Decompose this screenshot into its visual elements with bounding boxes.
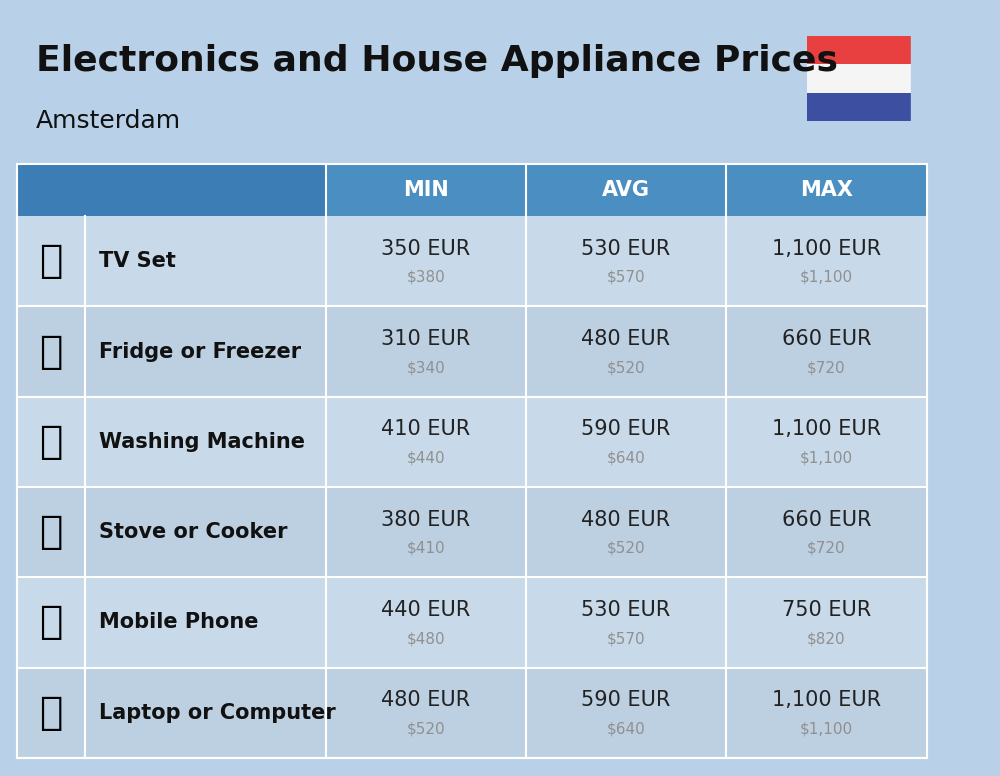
Text: 🍳: 🍳 [39,513,63,551]
Text: 🧹: 🧹 [39,423,63,461]
Text: 660 EUR: 660 EUR [782,329,871,349]
Text: Electronics and House Appliance Prices: Electronics and House Appliance Prices [36,44,838,78]
Bar [807,92,911,121]
Text: 480 EUR: 480 EUR [581,510,671,529]
Bar [807,36,911,64]
Text: $1,100: $1,100 [800,451,853,466]
Text: $570: $570 [607,631,645,646]
Text: Stove or Cooker: Stove or Cooker [99,522,288,542]
Bar [807,64,911,92]
Text: AVG: AVG [602,180,650,200]
Text: $570: $570 [607,270,645,285]
Bar [17,164,326,216]
Bar [17,667,927,758]
Bar [726,164,927,216]
Text: 530 EUR: 530 EUR [581,238,671,258]
Bar [17,397,927,487]
Text: $520: $520 [406,722,445,736]
Text: $520: $520 [607,541,645,556]
Text: $820: $820 [807,631,846,646]
Text: 1,100 EUR: 1,100 EUR [772,690,881,710]
Text: 660 EUR: 660 EUR [782,510,871,529]
Bar [17,164,326,216]
Text: $480: $480 [406,631,445,646]
Text: $720: $720 [807,360,846,376]
Text: MAX: MAX [800,180,853,200]
Bar [17,487,927,577]
Bar [17,577,927,667]
Text: 380 EUR: 380 EUR [381,510,470,529]
Text: 📺: 📺 [39,242,63,280]
Text: 🧀: 🧀 [39,332,63,370]
Text: 750 EUR: 750 EUR [782,600,871,620]
Text: $640: $640 [607,451,645,466]
Text: $520: $520 [607,360,645,376]
Text: 530 EUR: 530 EUR [581,600,671,620]
Text: 410 EUR: 410 EUR [381,419,470,439]
Bar [17,307,927,397]
Bar [17,216,927,307]
Text: $440: $440 [406,451,445,466]
Text: Mobile Phone: Mobile Phone [99,612,259,632]
Text: TV Set: TV Set [99,251,176,271]
Text: $410: $410 [406,541,445,556]
Text: 480 EUR: 480 EUR [381,690,470,710]
Text: Laptop or Computer: Laptop or Computer [99,703,336,722]
Text: 310 EUR: 310 EUR [381,329,470,349]
Text: $340: $340 [406,360,445,376]
Text: 1,100 EUR: 1,100 EUR [772,419,881,439]
Bar [326,164,526,216]
Text: MIN: MIN [403,180,449,200]
Text: $380: $380 [406,270,445,285]
Text: 📱: 📱 [39,604,63,642]
Text: 480 EUR: 480 EUR [581,329,671,349]
Text: Washing Machine: Washing Machine [99,431,305,452]
Text: 590 EUR: 590 EUR [581,419,671,439]
Text: $720: $720 [807,541,846,556]
Text: 440 EUR: 440 EUR [381,600,470,620]
Text: 1,100 EUR: 1,100 EUR [772,238,881,258]
Text: 350 EUR: 350 EUR [381,238,470,258]
Text: 590 EUR: 590 EUR [581,690,671,710]
Bar [17,164,927,758]
Text: $1,100: $1,100 [800,722,853,736]
Text: $1,100: $1,100 [800,270,853,285]
Text: 💻: 💻 [39,694,63,732]
Text: Amsterdam: Amsterdam [36,109,181,133]
Text: $640: $640 [607,722,645,736]
Bar [526,164,726,216]
Text: Fridge or Freezer: Fridge or Freezer [99,341,301,362]
